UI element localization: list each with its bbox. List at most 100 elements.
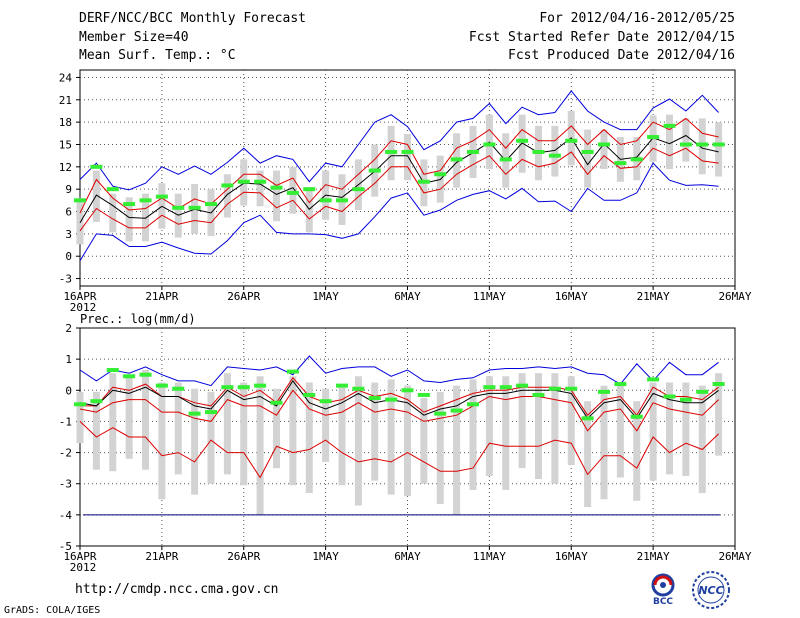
prec-ensemble-bar bbox=[682, 382, 690, 476]
prec-observed-mark bbox=[598, 389, 610, 394]
prec-ensemble-bar bbox=[92, 391, 100, 470]
prec-ensemble-bar bbox=[256, 376, 264, 515]
prec-xtick-label: 11MAY bbox=[473, 550, 506, 563]
temp-ensemble-max-line bbox=[79, 162, 719, 261]
prec-ensemble-lower-line bbox=[79, 421, 719, 479]
prec-ensemble-bar bbox=[502, 376, 510, 490]
temp-observed-mark bbox=[74, 198, 86, 203]
prec-observed-mark bbox=[647, 377, 660, 382]
temp-ensemble-bar bbox=[273, 170, 280, 222]
variable-label: Mean Surf. Temp.: °C bbox=[79, 48, 236, 63]
temp-observed-mark bbox=[155, 194, 168, 199]
prec-ensemble-bar bbox=[289, 376, 297, 486]
prec-observed-mark bbox=[401, 388, 414, 393]
prec-xtick-label: 16APR bbox=[63, 550, 96, 563]
temp-year-label: 2012 bbox=[70, 301, 97, 314]
temp-observed-mark bbox=[237, 179, 250, 184]
prec-observed-mark bbox=[663, 394, 676, 399]
prec-xtick-label: 1MAY bbox=[312, 550, 339, 563]
prec-observed-mark bbox=[205, 410, 217, 415]
prec-ytick-label: 0 bbox=[65, 384, 72, 397]
prec-ytick-label: 1 bbox=[65, 353, 72, 366]
temp-observed-mark bbox=[565, 138, 578, 143]
temp-ytick-label: 3 bbox=[65, 228, 72, 241]
temp-observed-mark bbox=[516, 138, 529, 143]
prec-ensemble-bar bbox=[387, 379, 395, 495]
temp-ensemble-bar bbox=[600, 129, 608, 170]
temp-observed-mark bbox=[205, 202, 217, 207]
temp-ensemble-bar bbox=[682, 118, 690, 162]
temp-observed-mark bbox=[434, 172, 447, 177]
prec-observed-mark bbox=[532, 392, 545, 397]
prec-observed-mark bbox=[270, 400, 283, 405]
temp-observed-mark bbox=[499, 157, 512, 162]
temp-ytick-label: 9 bbox=[65, 183, 72, 196]
temp-ytick-label: -3 bbox=[59, 273, 72, 286]
prec-ytick-label: -2 bbox=[59, 447, 72, 460]
prec-ytick-label: -3 bbox=[59, 478, 72, 491]
prec-ensemble-bar bbox=[174, 382, 182, 475]
temp-observed-mark bbox=[598, 142, 610, 147]
temp-observed-mark bbox=[532, 149, 545, 154]
produced-date: Fcst Produced Date 2012/04/16 bbox=[508, 48, 735, 63]
prec-xtick-label: 21MAY bbox=[637, 550, 670, 563]
source-url: http://cmdp.ncc.cma.gov.cn bbox=[75, 582, 279, 597]
temp-xtick-label: 6MAY bbox=[394, 290, 421, 303]
temp-observed-mark bbox=[270, 185, 283, 190]
prec-ensemble-bar bbox=[305, 382, 313, 494]
temp-observed-mark bbox=[647, 135, 660, 140]
prec-ensemble-bar bbox=[240, 382, 248, 486]
precipitation-panel: -5 -4 -3 -2 -1 0 1 2 16APR 21APR 26APR 1MAY 6MAY 11MA… bbox=[59, 322, 752, 574]
temp-observed-mark bbox=[352, 187, 365, 192]
temp-ytick-label: 24 bbox=[59, 71, 73, 84]
ncc-logo-graphic bbox=[692, 571, 730, 609]
prec-ensemble-bar bbox=[76, 391, 84, 444]
ncc-logo: NCC bbox=[688, 570, 734, 610]
temp-ensemble-bar bbox=[76, 198, 84, 245]
prec-ensemble-bar bbox=[338, 385, 346, 486]
prec-observed-mark bbox=[123, 374, 136, 379]
temp-observed-mark bbox=[336, 198, 348, 203]
prec-observed-mark bbox=[516, 383, 529, 388]
prec-observed-mark bbox=[548, 386, 561, 391]
prec-observed-mark bbox=[139, 372, 152, 377]
temp-ytick-label: 6 bbox=[65, 206, 72, 219]
prec-observed-mark bbox=[712, 382, 725, 387]
temp-observed-mark bbox=[467, 149, 479, 154]
prec-observed-mark bbox=[286, 369, 299, 374]
prec-ensemble-bar bbox=[273, 388, 280, 469]
temp-ensemble-bar bbox=[715, 122, 723, 177]
temp-observed-mark bbox=[123, 202, 136, 207]
temp-ensemble-upper-line bbox=[79, 90, 719, 191]
prec-xtick-label: 26MAY bbox=[718, 550, 751, 563]
prec-upper-percentile-line bbox=[80, 376, 719, 417]
prec-median-line bbox=[79, 380, 719, 420]
bcc-logo-text: BCC bbox=[652, 597, 674, 607]
temp-observed-mark bbox=[417, 179, 430, 184]
temp-observed-mark bbox=[188, 205, 201, 210]
prec-observed-mark bbox=[254, 383, 267, 388]
temp-observed-mark bbox=[90, 164, 103, 169]
temp-xtick-label: 26APR bbox=[227, 290, 260, 303]
temp-observed-mark bbox=[221, 183, 234, 188]
temp-observed-mark bbox=[172, 205, 185, 210]
temp-observed-mark bbox=[139, 198, 152, 203]
temp-ensemble-bar bbox=[125, 197, 133, 242]
precip-title: Prec.: log(mm/d) bbox=[80, 312, 196, 326]
prec-ensemble-bar bbox=[354, 376, 362, 506]
temp-ytick-label: 12 bbox=[59, 161, 72, 174]
prec-ensemble-bar bbox=[698, 385, 706, 494]
temp-ytick-label: 0 bbox=[65, 250, 72, 263]
temp-xtick-label: 21APR bbox=[145, 290, 178, 303]
prec-observed-mark bbox=[614, 382, 627, 387]
prec-observed-mark bbox=[172, 386, 185, 391]
temp-observed-mark bbox=[401, 149, 414, 154]
prec-xtick-label: 26APR bbox=[227, 550, 260, 563]
chart-title: DERF/NCC/BCC Monthly Forecast bbox=[79, 11, 306, 26]
temp-ytick-label: 18 bbox=[59, 116, 72, 129]
temp-observed-mark bbox=[368, 168, 381, 173]
prec-ensemble-bar bbox=[125, 376, 133, 459]
prec-observed-mark bbox=[237, 385, 250, 390]
prec-ensemble-bar bbox=[616, 385, 624, 478]
